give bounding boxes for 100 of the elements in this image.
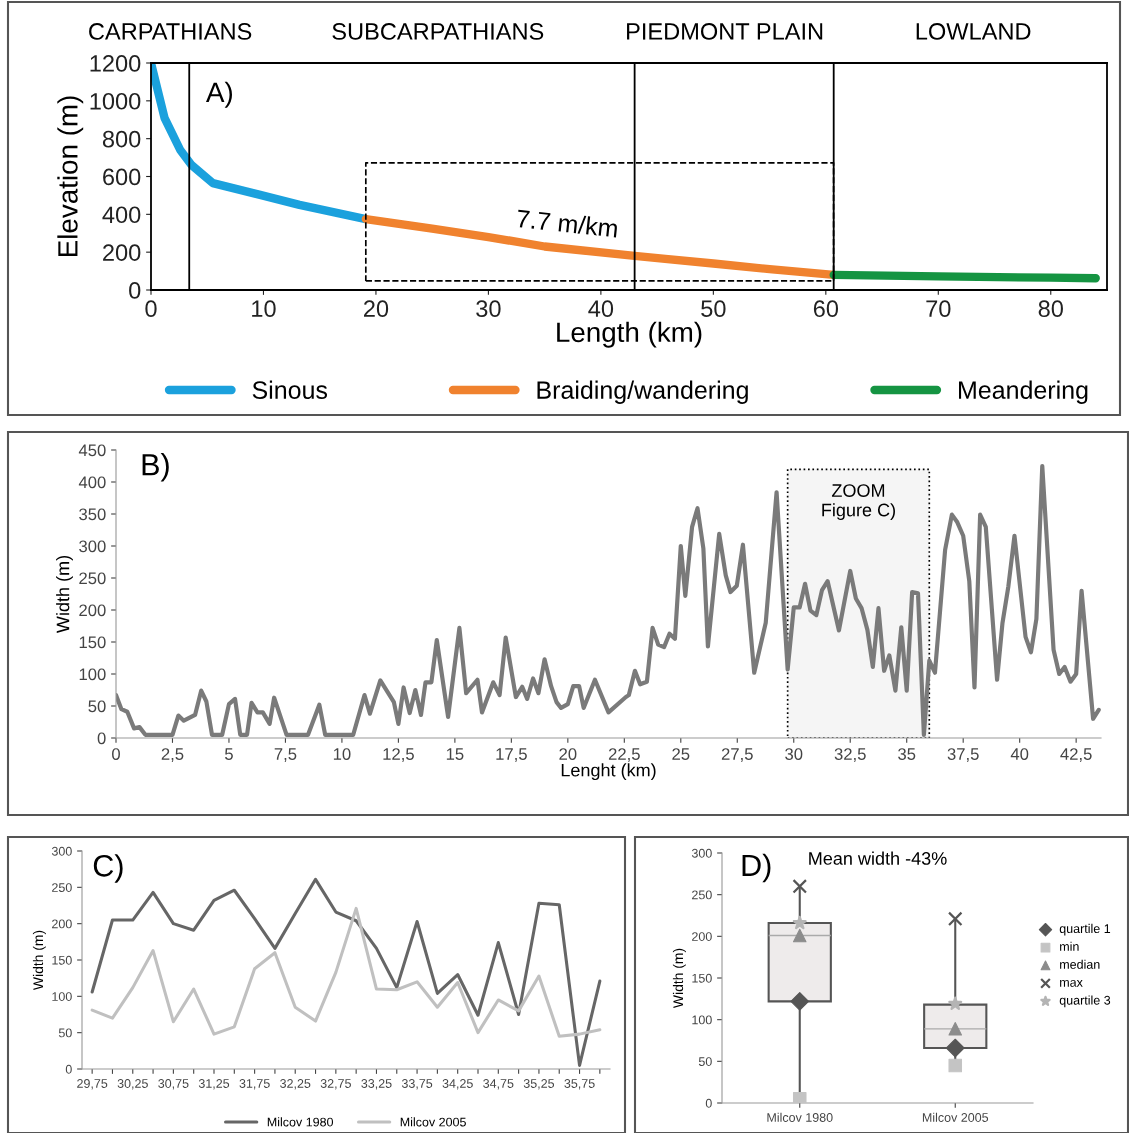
x-tick-label: 32,25: [280, 1079, 311, 1090]
y-tick-label: 300: [79, 540, 106, 553]
y-tick-label: 400: [102, 206, 141, 224]
y-tick-label: 300: [691, 848, 712, 858]
x-tick-label: 10: [333, 748, 351, 760]
y-tick-label: 350: [79, 508, 106, 521]
y-tick-label: 200: [52, 919, 72, 929]
x-tick-label: 32,75: [320, 1079, 351, 1090]
x-tick-label: 31,75: [239, 1079, 270, 1090]
legend-label: median: [1060, 959, 1100, 969]
x-tick-label: 20: [559, 748, 577, 760]
y-tick-label: 450: [78, 444, 106, 457]
y-tick-label: 50: [698, 1057, 712, 1066]
y-tick-label: 200: [103, 244, 141, 261]
y-axis-title: Width (m): [672, 948, 686, 1009]
x-tick-label: 30,25: [117, 1079, 148, 1090]
point: [792, 915, 807, 930]
x-tick-label: 30,75: [158, 1079, 189, 1090]
point: [792, 928, 807, 943]
x-tick-label: 40: [1010, 748, 1029, 760]
y-tick-label: 200: [692, 932, 712, 941]
text: LOWLAND: [916, 23, 1031, 40]
y-tick-label: 1000: [90, 92, 141, 110]
y-tick-label: 800: [102, 130, 141, 148]
band-label: ZOOM Figure C): [822, 484, 895, 520]
legend-label: Sinous: [252, 380, 328, 399]
x-tick-label: 22,5: [608, 748, 640, 762]
y-axis-title: Width (m): [56, 556, 73, 634]
y-tick-label: 250: [79, 572, 106, 585]
point: [792, 879, 808, 894]
y-tick-label: 300: [51, 846, 72, 856]
x-tick-label: 0: [145, 300, 157, 318]
legend-label: min: [1060, 941, 1079, 951]
x-tick-label: 31,25: [198, 1079, 230, 1090]
y-tick-label: 100: [52, 992, 72, 1001]
y-tick-label: 150: [52, 955, 72, 965]
y-tick-label: 1200: [90, 55, 141, 72]
x-tick-label: 35,75: [564, 1079, 595, 1090]
text: CARPATHIANS: [89, 23, 252, 40]
x-tick-label: 37,5: [947, 748, 979, 762]
x-tick-label: 32,5: [834, 748, 866, 762]
y-tick-label: 100: [79, 668, 106, 681]
x-tick-label: 20: [364, 300, 389, 318]
y-tick-label: 0: [65, 1064, 72, 1074]
annotation: D): [742, 853, 771, 883]
x-tick-label: 10: [252, 300, 276, 318]
point: [947, 911, 963, 927]
y-tick-label: 250: [692, 890, 712, 900]
point: [948, 1058, 963, 1073]
legend-label: Meandering: [959, 380, 1088, 404]
x-tick-label: 17,5: [496, 748, 527, 762]
y-tick-label: 0: [97, 732, 106, 745]
y-tick-label: 50: [88, 700, 106, 713]
text: SUBCARPATHIANS: [332, 23, 544, 40]
point: [948, 996, 963, 1010]
y-tick-label: 100: [692, 1015, 712, 1025]
legend-label: max: [1060, 979, 1083, 987]
x-tick-label: 2,5: [161, 748, 184, 762]
x-tick-label: 70: [926, 300, 951, 318]
point: [790, 991, 810, 1011]
legend-label: quartile 3: [1059, 995, 1111, 1008]
annotation: A): [206, 81, 232, 108]
x-axis-title: Lenght (km): [561, 763, 656, 781]
x-tick-label: 5: [224, 748, 233, 760]
legend-label: Braiding/wandering: [537, 380, 748, 404]
x-tick-label: 80: [1038, 300, 1063, 318]
x-tick-label: 33,75: [401, 1079, 433, 1090]
y-tick-label: 50: [58, 1028, 72, 1038]
x-tick-label: 40: [588, 300, 614, 318]
chart-title: Mean width -43%: [809, 851, 947, 865]
text: PIEDMONT PLAIN: [627, 23, 823, 40]
x-tick-label: 27,5: [721, 748, 753, 762]
x-tick-label: 29,75: [77, 1079, 108, 1090]
x-tick-label: 30: [476, 300, 501, 318]
x-tick-label: 30: [785, 748, 803, 760]
y-tick-label: 150: [79, 636, 106, 649]
y-axis-title: Elevation (m): [57, 96, 84, 257]
x-tick-label: 33,25: [361, 1079, 392, 1090]
annotation: 7.7 m/km: [516, 208, 618, 238]
y-tick-label: 150: [692, 973, 712, 983]
annotation: C): [93, 854, 123, 883]
x-tick-label: 34,25: [442, 1079, 473, 1090]
y-tick-label: 600: [103, 168, 141, 186]
x-tick-label: 35,25: [523, 1079, 555, 1090]
legend-label: quartile 1: [1059, 923, 1111, 936]
y-axis-title: Width (m): [32, 930, 46, 991]
x-tick-label: 60: [813, 300, 839, 318]
point: [948, 1022, 963, 1036]
y-tick-label: 400: [78, 476, 106, 489]
y-tick-label: 200: [79, 604, 106, 617]
line-series: [90, 906, 602, 1038]
annotation: B): [142, 453, 169, 482]
x-tick-label: 42,5: [1060, 748, 1092, 762]
point: [945, 1038, 965, 1058]
x-tick-label: 35: [898, 748, 916, 760]
x-tick-label: 15: [446, 748, 464, 760]
point: [792, 1092, 807, 1103]
y-tick-label: 250: [52, 883, 72, 892]
y-tick-label: 0: [129, 282, 141, 299]
x-tick-label: 34,75: [483, 1079, 514, 1090]
